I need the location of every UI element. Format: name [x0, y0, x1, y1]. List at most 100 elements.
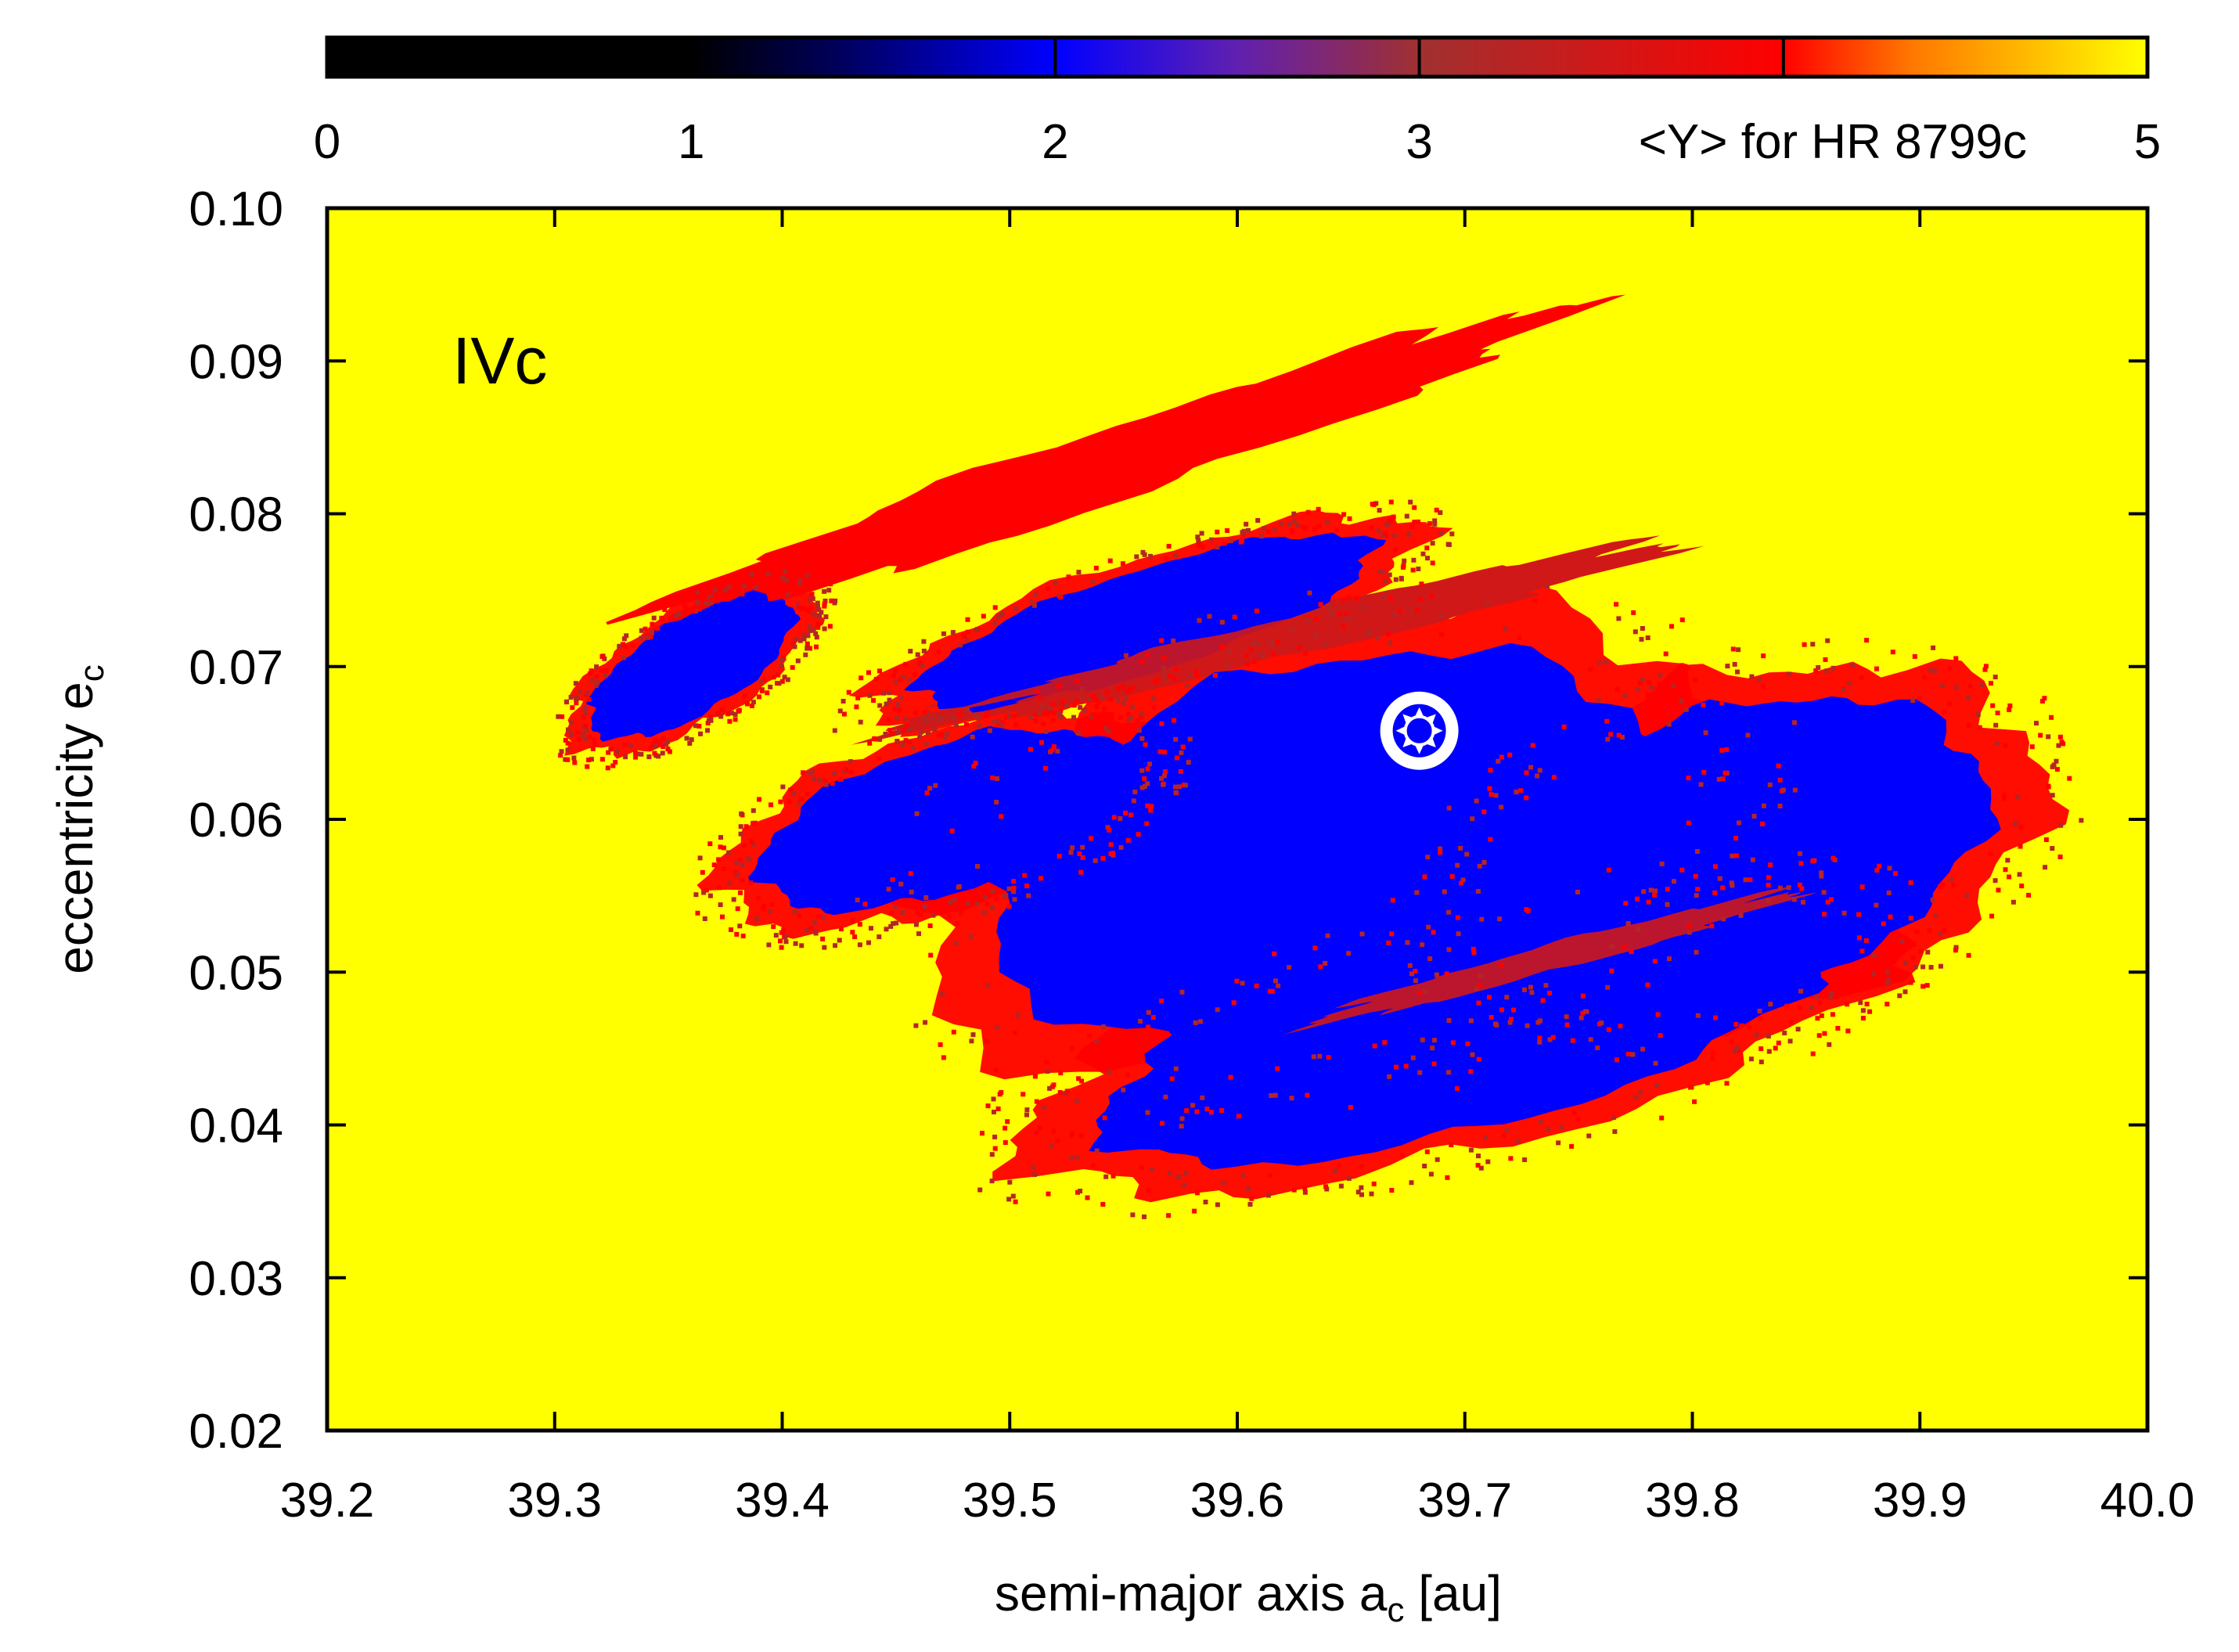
chaotic-speckle [1620, 735, 1625, 740]
chaotic-speckle [693, 892, 699, 898]
chaotic-speckle [985, 710, 990, 715]
chaotic-speckle [992, 605, 998, 610]
chaotic-speckle [924, 741, 930, 747]
chaotic-speckle [583, 723, 589, 729]
chaotic-speckle [927, 923, 933, 928]
chaotic-speckle [994, 800, 999, 804]
chaotic-speckle [1947, 701, 1953, 707]
chaotic-speckle [1575, 889, 1580, 894]
chaotic-speckle [895, 740, 900, 744]
chaotic-speckle [651, 615, 657, 621]
chaotic-speckle [992, 1134, 998, 1139]
chaotic-speckle [1622, 693, 1628, 699]
chaotic-speckle [1228, 538, 1233, 544]
chaotic-speckle [779, 930, 784, 935]
chaotic-speckle [921, 639, 927, 644]
chaotic-speckle [722, 588, 728, 593]
chaotic-speckle [1446, 805, 1452, 811]
chaotic-speckle [1989, 681, 1993, 686]
chaotic-speckle [1248, 646, 1254, 652]
chaotic-speckle [917, 660, 923, 666]
chaotic-speckle [1914, 929, 1920, 934]
chaotic-speckle [924, 790, 930, 796]
chaotic-speckle [1240, 981, 1245, 986]
chaotic-speckle [1326, 1055, 1331, 1060]
chaotic-speckle [782, 675, 787, 680]
chaotic-speckle [739, 811, 744, 816]
marker-star-spike [1414, 707, 1424, 718]
chaotic-speckle [805, 646, 810, 651]
chaotic-speckle [738, 831, 743, 837]
chaotic-speckle [1391, 514, 1396, 520]
chaotic-speckle [913, 922, 919, 927]
chaotic-speckle [1530, 743, 1535, 748]
chaotic-speckle [586, 758, 592, 763]
chaotic-speckle [1071, 703, 1077, 708]
chaotic-speckle [587, 734, 592, 740]
chaotic-speckle [1139, 659, 1145, 664]
chaotic-speckle [1068, 850, 1074, 855]
chaotic-speckle [1932, 668, 1938, 674]
chaotic-speckle [990, 905, 995, 911]
chaotic-speckle [738, 586, 743, 592]
chaotic-speckle [985, 1103, 991, 1109]
chaotic-speckle [1797, 1005, 1802, 1010]
chaotic-speckle [603, 668, 609, 674]
chaotic-speckle [959, 910, 963, 916]
chaotic-speckle [816, 607, 822, 613]
chaotic-speckle [801, 632, 807, 638]
chaotic-speckle [704, 595, 710, 600]
chaotic-speckle [1139, 736, 1145, 741]
chaotic-speckle [639, 635, 644, 641]
chaotic-speckle [1979, 682, 1985, 688]
chaotic-speckle [1629, 949, 1634, 955]
chaotic-speckle [632, 750, 638, 755]
chaotic-speckle [1147, 761, 1152, 767]
chaotic-speckle [559, 749, 564, 754]
chaotic-speckle [1024, 1112, 1029, 1118]
chaotic-speckle [639, 751, 644, 757]
chaotic-speckle [1710, 1050, 1715, 1056]
chaotic-speckle [1163, 1094, 1168, 1100]
chaotic-speckle [1776, 1040, 1781, 1046]
chaotic-speckle [900, 742, 905, 747]
chaotic-speckle [1305, 1092, 1310, 1098]
chaotic-speckle [1334, 527, 1340, 533]
chaotic-speckle [621, 642, 625, 647]
chaotic-speckle [894, 920, 899, 926]
chaotic-speckle [941, 1055, 946, 1060]
chaotic-speckle [1609, 968, 1614, 974]
chaotic-speckle [1822, 1031, 1827, 1036]
chaotic-speckle [808, 597, 813, 603]
chaotic-speckle [1390, 898, 1395, 903]
chaotic-speckle [1835, 1026, 1841, 1031]
chaotic-speckle [1829, 897, 1834, 902]
chaotic-speckle [1608, 732, 1614, 737]
chaotic-speckle [1291, 1187, 1297, 1193]
chaotic-speckle [766, 588, 771, 594]
chaotic-speckle [833, 598, 838, 603]
chaotic-speckle [674, 613, 679, 618]
chaotic-speckle [866, 670, 871, 675]
chaotic-speckle [1845, 1002, 1850, 1007]
chaotic-speckle [1422, 874, 1427, 880]
chaotic-speckle [1545, 584, 1550, 589]
chaotic-speckle [1679, 867, 1685, 873]
chaotic-speckle [1789, 1020, 1794, 1024]
chaotic-speckle [869, 926, 873, 931]
chaotic-speckle [1139, 768, 1145, 773]
chaotic-speckle [564, 699, 569, 704]
chaotic-speckle [897, 729, 902, 734]
chaotic-speckle [1786, 885, 1791, 891]
y-axis-label-main: eccentricity e [47, 682, 103, 974]
chaotic-speckle [1146, 1024, 1151, 1030]
chaotic-speckle [1940, 882, 1946, 887]
chaotic-speckle [803, 606, 808, 611]
chaotic-speckle [805, 633, 811, 639]
chaotic-speckle [957, 712, 963, 718]
chaotic-speckle [731, 897, 736, 902]
chaotic-speckle [729, 711, 735, 716]
chaotic-speckle [1446, 1070, 1452, 1075]
chaotic-speckle [1856, 935, 1862, 941]
chaotic-speckle [889, 911, 894, 916]
